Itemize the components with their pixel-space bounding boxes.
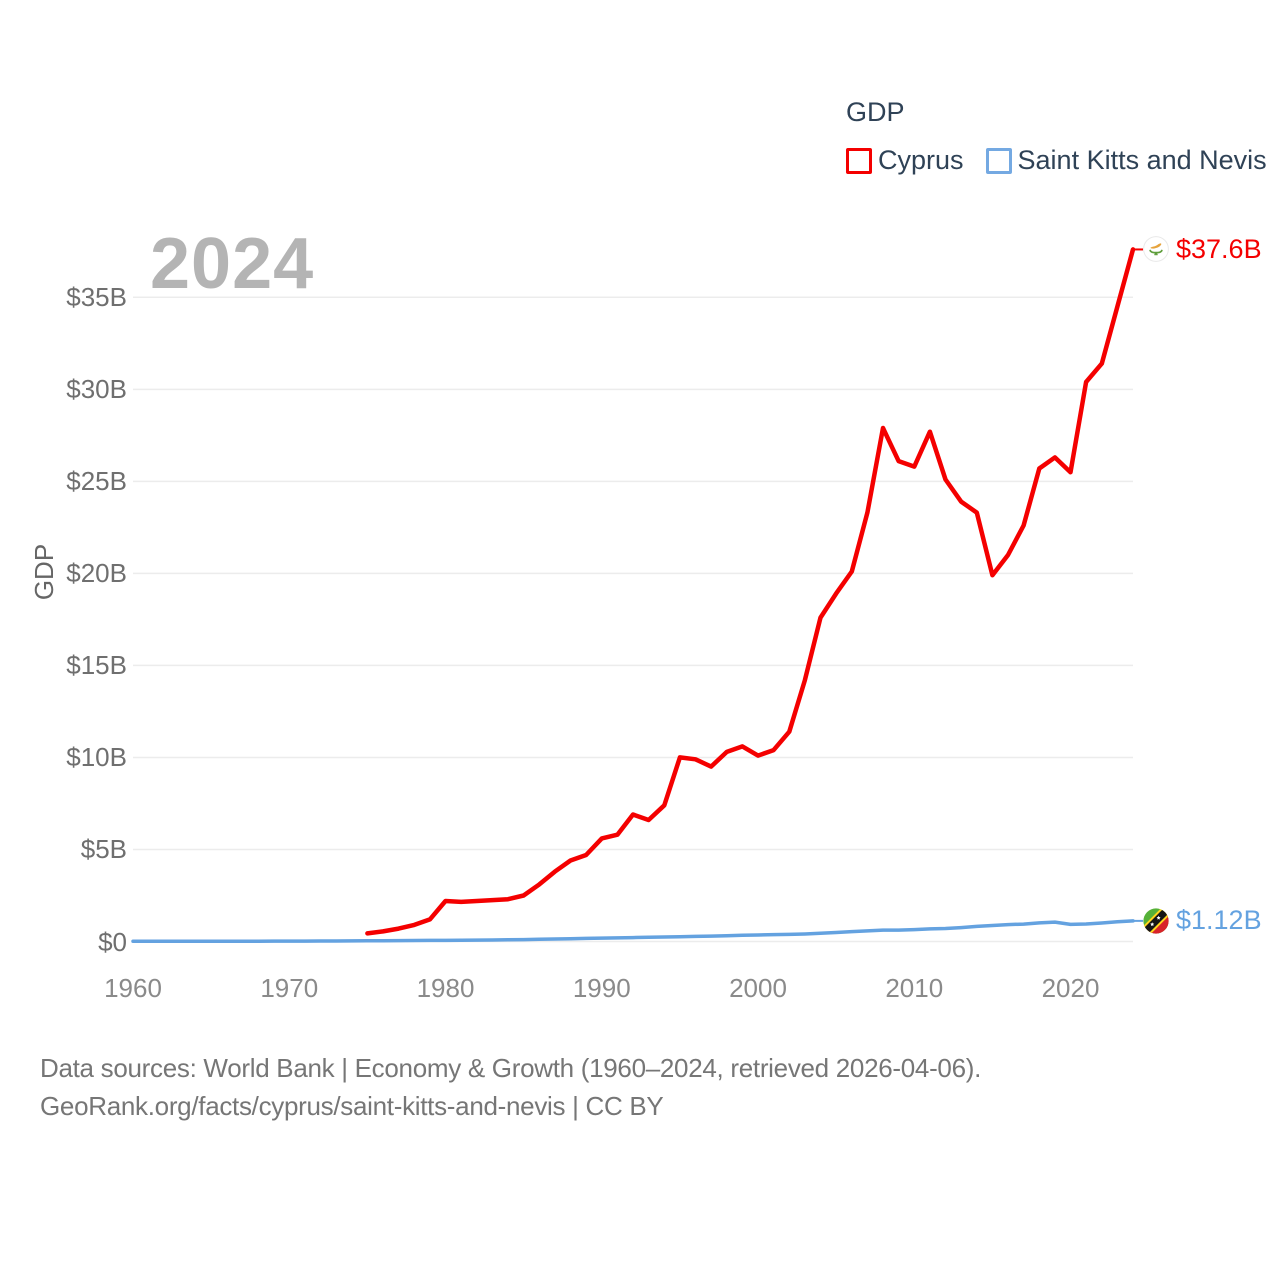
x-tick-label: 1970 (260, 973, 319, 1003)
legend-label: Saint Kitts and Nevis (1017, 145, 1267, 175)
cyprus-flag-icon (1143, 236, 1169, 263)
saint-kitts-and-nevis-flag-icon (1143, 908, 1169, 934)
y-tick-label: $20B (66, 558, 127, 589)
legend-title: GDP (846, 97, 905, 127)
saint-kitts-and-nevis-end-value: $1.12B (1176, 905, 1262, 936)
cyprus-end-label: $37.6B (1143, 233, 1262, 265)
y-tick-label: $35B (66, 282, 127, 313)
x-tick-label: 2010 (885, 973, 944, 1003)
series-line-cyprus (365, 247, 1136, 936)
legend-label: Cyprus (878, 145, 964, 175)
footer-sources-line: Data sources: World Bank | Economy & Gro… (40, 1053, 982, 1083)
footer-attribution-line: GeoRank.org/facts/cyprus/saint-kitts-and… (40, 1091, 664, 1121)
saint-kitts-and-nevis-end-label: $1.12B (1143, 905, 1262, 937)
footer: Data sources: World Bank | Economy & Gro… (40, 1049, 981, 1125)
cyprus-end-value: $37.6B (1176, 233, 1262, 264)
legend-item-saint-kitts-and-nevis[interactable]: Saint Kitts and Nevis (985, 145, 1267, 176)
legend: GDP Cyprus Saint Kitts and Nevis (846, 97, 1267, 176)
x-tick-label: 1990 (572, 973, 631, 1003)
x-tick-label: 1960 (104, 973, 162, 1003)
saint-kitts-and-nevis-swatch-icon (985, 147, 1012, 174)
y-tick-label: $15B (66, 650, 127, 681)
y-tick-label: $0 (98, 926, 127, 957)
y-tick-label: $25B (66, 466, 127, 497)
y-tick-label: $10B (66, 742, 127, 773)
legend-item-cyprus[interactable]: Cyprus (846, 145, 964, 176)
legend-items: Cyprus Saint Kitts and Nevis (846, 145, 1267, 176)
x-tick-label: 2020 (1041, 973, 1100, 1003)
series-line-saint-kitts-and-nevis (131, 919, 1135, 944)
x-tick-label: 1980 (416, 973, 475, 1003)
x-tick-label: 2000 (729, 973, 787, 1003)
cyprus-swatch-icon (846, 147, 872, 174)
y-tick-label: $30B (66, 374, 127, 405)
year-watermark: 2024 (150, 224, 315, 304)
y-tick-label: $5B (80, 834, 127, 865)
